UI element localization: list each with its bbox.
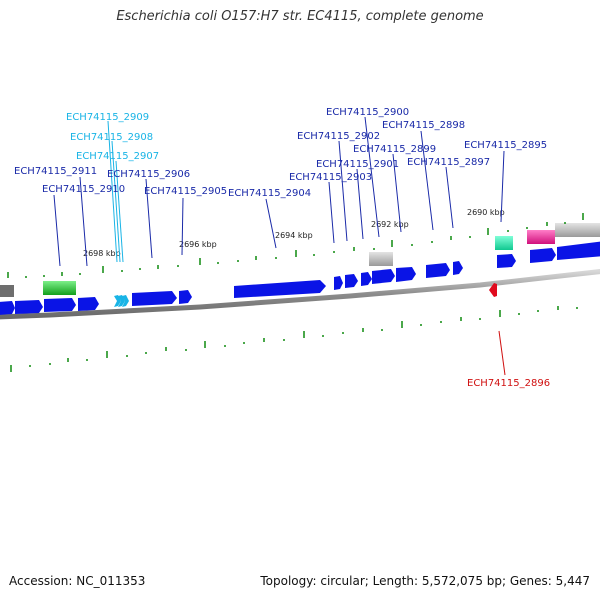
feature-block-gray-dark — [0, 285, 14, 297]
gene-label[interactable]: ECH74115_2898 — [382, 120, 465, 131]
scale-label: 2690 kbp — [467, 208, 505, 217]
gene-arrow — [361, 272, 372, 286]
gene-label[interactable]: ECH74115_2910 — [42, 184, 125, 195]
gene-label[interactable]: ECH74115_2906 — [107, 169, 190, 180]
gene-arrow — [372, 269, 395, 284]
gene-label[interactable]: ECH74115_2911 — [14, 166, 97, 177]
gene-arrow — [234, 280, 326, 298]
gene-arrow-cyan — [122, 295, 129, 307]
gene-arrow — [179, 290, 192, 304]
gene-arrow — [0, 301, 15, 315]
gene-label[interactable]: ECH74115_2897 — [407, 157, 490, 168]
scale-ticks-lower — [10, 306, 578, 372]
gene-arrow — [453, 261, 463, 275]
gene-label[interactable]: ECH74115_2900 — [326, 107, 409, 118]
gene-arrow — [497, 254, 516, 268]
gene-arrow — [78, 297, 99, 311]
gene-label[interactable]: ECH74115_2899 — [353, 144, 436, 155]
cyan-genes — [114, 295, 129, 307]
scale-ticks-upper — [7, 213, 584, 278]
feature-block-green — [43, 281, 76, 295]
gene-label[interactable]: ECH74115_2902 — [297, 131, 380, 142]
gene-label[interactable]: ECH74115_2908 — [70, 132, 153, 143]
gene-arrow — [15, 300, 43, 314]
gene-arrow — [334, 276, 343, 290]
feature-block-magenta — [527, 230, 555, 244]
feature-block-gray — [369, 252, 393, 266]
gene-label[interactable]: ECH74115_2907 — [76, 151, 159, 162]
scale-label: 2694 kbp — [275, 231, 313, 240]
genome-summary-text: Topology: circular; Length: 5,572,075 bp… — [260, 574, 590, 588]
feature-block-gray-long — [555, 223, 600, 237]
gene-arrow — [44, 298, 76, 312]
scale-label: 2698 kbp — [83, 249, 121, 258]
gene-arrow — [396, 267, 416, 282]
gene-arrow — [345, 274, 358, 288]
gene-arrow — [530, 248, 556, 263]
gene-label[interactable]: ECH74115_2909 — [66, 112, 149, 123]
gene-arrow-reverse — [489, 283, 497, 297]
gene-label[interactable]: ECH74115_2896 — [467, 378, 550, 389]
gene-label[interactable]: ECH74115_2895 — [464, 140, 547, 151]
gene-label[interactable]: ECH74115_2904 — [228, 188, 311, 199]
gene-label[interactable]: ECH74115_2901 — [316, 159, 399, 170]
gene-label[interactable]: ECH74115_2903 — [289, 172, 372, 183]
gene-arrow — [557, 241, 600, 260]
scale-label: 2696 kbp — [179, 240, 217, 249]
gene-arrow — [132, 291, 177, 306]
accession-text: Accession: NC_011353 — [9, 574, 146, 588]
gene-arrow — [426, 263, 450, 278]
gene-labels: ECH74115_2909 ECH74115_2908 ECH74115_290… — [14, 107, 550, 389]
genome-backbone — [0, 269, 600, 320]
label-leader-lines — [53, 116, 506, 376]
feature-block-teal — [495, 236, 513, 250]
scale-label: 2692 kbp — [371, 220, 409, 229]
genome-title: Escherichia coli O157:H7 str. EC4115, co… — [116, 9, 484, 24]
forward-genes — [0, 241, 600, 315]
gene-label[interactable]: ECH74115_2905 — [144, 186, 227, 197]
